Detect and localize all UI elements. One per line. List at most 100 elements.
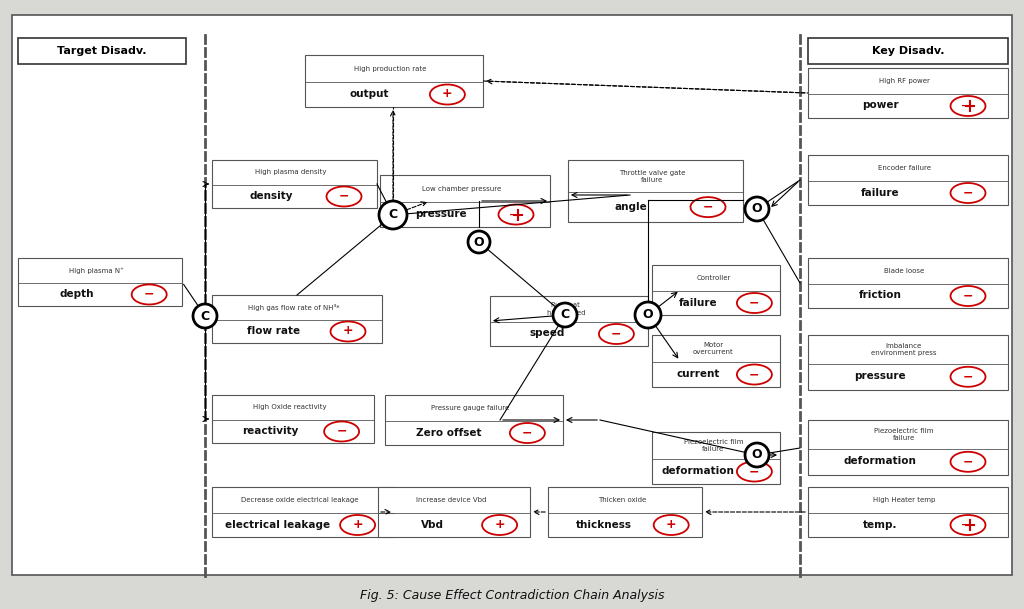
FancyBboxPatch shape [18,258,182,306]
Ellipse shape [327,186,361,206]
FancyBboxPatch shape [652,432,780,484]
Text: Fig. 5: Cause Effect Contradiction Chain Analysis: Fig. 5: Cause Effect Contradiction Chain… [359,588,665,602]
Text: Key Disadv.: Key Disadv. [871,46,944,56]
Text: deformation: deformation [662,466,734,476]
Circle shape [553,303,577,327]
Text: O: O [752,203,762,216]
Ellipse shape [340,515,375,535]
Text: −: − [750,368,760,381]
Text: −: − [963,370,973,383]
Text: C: C [560,309,569,322]
Text: −: − [963,456,973,468]
Ellipse shape [737,365,772,384]
Ellipse shape [599,324,634,344]
Text: −: − [702,200,714,214]
FancyBboxPatch shape [212,295,382,343]
FancyBboxPatch shape [18,38,186,64]
Text: −: − [522,426,532,440]
FancyBboxPatch shape [808,420,1008,475]
Text: +: + [495,518,505,530]
Ellipse shape [950,183,985,203]
Text: Blade loose: Blade loose [884,268,924,274]
FancyBboxPatch shape [212,160,377,208]
FancyBboxPatch shape [212,487,394,537]
Text: −: − [339,190,349,203]
Text: pressure: pressure [854,371,906,381]
Text: −: − [336,425,347,438]
Text: Encoder failure: Encoder failure [878,165,931,171]
FancyBboxPatch shape [568,160,743,222]
Text: angle: angle [614,202,647,211]
Text: −: − [750,297,760,309]
Text: +: + [343,324,353,337]
FancyBboxPatch shape [385,395,563,445]
Circle shape [379,201,407,229]
Text: O: O [752,448,762,462]
Ellipse shape [499,205,534,225]
Text: High RF power: High RF power [879,78,930,84]
Ellipse shape [653,515,689,535]
Ellipse shape [737,462,772,482]
Text: Pressure gauge failure: Pressure gauge failure [431,405,510,411]
Text: failure: failure [861,188,899,197]
Text: High plasma density: High plasma density [255,169,327,175]
Circle shape [745,443,769,467]
Text: High gas flow rate of NH³*: High gas flow rate of NH³* [248,304,339,311]
Text: flow rate: flow rate [247,326,300,336]
Circle shape [635,302,662,328]
Text: current: current [677,369,720,379]
FancyBboxPatch shape [808,487,1008,537]
Text: speed: speed [529,328,564,339]
FancyBboxPatch shape [808,258,1008,308]
Text: Vbd: Vbd [421,519,444,529]
Ellipse shape [510,423,545,443]
Ellipse shape [482,515,517,535]
FancyBboxPatch shape [12,15,1012,575]
Text: C: C [201,309,210,323]
Ellipse shape [950,286,985,306]
Text: High plasma N⁺: High plasma N⁺ [70,267,124,274]
Text: Controller: Controller [696,275,731,281]
Circle shape [193,304,217,328]
Text: thickness: thickness [575,519,632,529]
Text: depth: depth [59,289,94,299]
FancyBboxPatch shape [808,38,1008,64]
Text: High Heater temp: High Heater temp [872,497,935,503]
Circle shape [745,197,769,221]
Text: +: + [442,87,453,100]
FancyBboxPatch shape [548,487,702,537]
Text: Zero offset: Zero offset [417,428,482,437]
FancyBboxPatch shape [380,175,550,227]
Text: density: density [250,191,293,201]
Ellipse shape [331,322,366,342]
Text: −: − [750,465,760,478]
Text: power: power [861,100,898,110]
Text: −: − [961,101,969,111]
Text: Increase device Vbd: Increase device Vbd [416,497,486,503]
Text: temp.: temp. [863,519,897,529]
Text: C: C [388,208,397,222]
FancyBboxPatch shape [808,68,1008,118]
FancyBboxPatch shape [652,265,780,315]
FancyBboxPatch shape [652,335,780,387]
Text: friction: friction [858,290,901,300]
Text: deformation: deformation [844,456,916,466]
Text: output: output [349,89,389,99]
Text: −: − [144,288,155,301]
Text: −: − [963,289,973,303]
FancyBboxPatch shape [305,55,483,107]
FancyBboxPatch shape [490,296,648,346]
Text: −: − [509,209,517,219]
Text: Imbalance
environment press: Imbalance environment press [871,343,937,356]
Text: O: O [474,236,484,248]
Text: Thicken oxide: Thicken oxide [598,497,646,503]
Text: reactivity: reactivity [242,426,299,436]
Text: failure: failure [679,298,718,308]
Text: Target Disadv.: Target Disadv. [57,46,146,56]
Text: pressure: pressure [416,209,467,219]
Text: Piezoelectric film
failure: Piezoelectric film failure [874,428,934,441]
Ellipse shape [950,515,985,535]
Text: −: − [963,186,973,200]
FancyBboxPatch shape [378,487,530,537]
Text: High production rate: High production rate [354,66,427,71]
